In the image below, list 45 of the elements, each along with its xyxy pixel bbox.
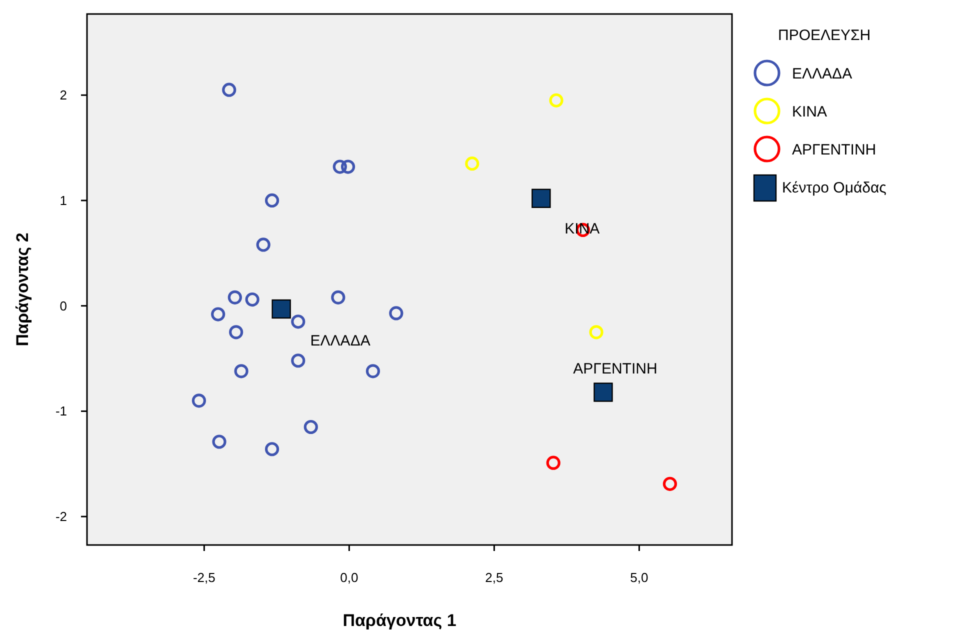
legend-label: ΑΡΓΕΝΤΙΝΗ (792, 141, 876, 158)
point (192, 394, 206, 408)
point (532, 188, 551, 208)
point (662, 476, 677, 491)
point (291, 354, 306, 368)
y-tick-label: -2 (55, 509, 67, 524)
point (245, 292, 260, 307)
point (291, 314, 306, 329)
point (222, 82, 236, 97)
x-tick-label: -2,5 (192, 570, 216, 585)
point (264, 193, 280, 208)
legend-title: ΠΡΟΕΛΕΥΣΗ (778, 27, 871, 44)
point (229, 325, 244, 340)
point (389, 306, 404, 320)
y-tick-label: 1 (60, 193, 67, 208)
point (264, 442, 280, 456)
annotation: ΕΛΛΑΔΑ (310, 332, 370, 350)
y-tick-label: -1 (55, 404, 67, 419)
point (465, 156, 480, 171)
point (549, 93, 564, 108)
y-tick-label: 0 (60, 298, 67, 314)
x-tick-label: 2,5 (485, 570, 504, 585)
y-tick-label: 2 (60, 88, 67, 103)
point (212, 434, 226, 449)
legend-label: ΚΙΝΑ (792, 103, 828, 120)
point (228, 290, 242, 304)
point (366, 364, 380, 378)
point (340, 160, 356, 174)
x-tick-label: 5,0 (630, 570, 648, 585)
point (331, 290, 346, 304)
legend-label: ΕΛΛΑΔΑ (792, 65, 852, 82)
point (589, 325, 604, 340)
point (546, 456, 560, 470)
annotation: ΑΡΓΕΝΤΙΝΗ (573, 360, 658, 378)
point (211, 307, 226, 322)
y-axis-title: Παράγοντας 2 (13, 232, 32, 346)
point (234, 364, 248, 378)
x-tick-label: 0,0 (340, 570, 358, 585)
point (332, 160, 347, 174)
x-axis-title: Παράγοντας 1 (342, 611, 456, 630)
legend-label: Κέντρο Ομάδας (782, 179, 886, 196)
point (594, 382, 613, 402)
point (256, 238, 270, 252)
point (272, 299, 291, 319)
point (304, 420, 318, 434)
